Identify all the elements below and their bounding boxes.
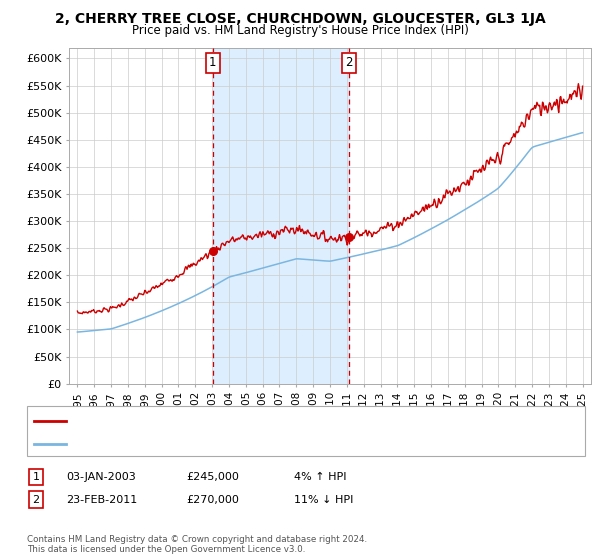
Text: £245,000: £245,000 — [186, 472, 239, 482]
Text: 1: 1 — [209, 56, 217, 69]
Text: 03-JAN-2003: 03-JAN-2003 — [66, 472, 136, 482]
Text: 2: 2 — [32, 494, 40, 505]
Text: 1: 1 — [32, 472, 40, 482]
Text: 4% ↑ HPI: 4% ↑ HPI — [294, 472, 347, 482]
Bar — [213, 48, 349, 384]
Text: 2, CHERRY TREE CLOSE, CHURCHDOWN, GLOUCESTER, GL3 1JA (detached house): 2, CHERRY TREE CLOSE, CHURCHDOWN, GLOUCE… — [72, 416, 497, 426]
Text: Contains HM Land Registry data © Crown copyright and database right 2024.
This d: Contains HM Land Registry data © Crown c… — [27, 535, 367, 554]
Text: 2: 2 — [345, 56, 353, 69]
Text: HPI: Average price, detached house, Tewkesbury: HPI: Average price, detached house, Tewk… — [72, 439, 326, 449]
Text: 23-FEB-2011: 23-FEB-2011 — [66, 494, 137, 505]
Point — [344, 233, 354, 242]
Text: £270,000: £270,000 — [186, 494, 239, 505]
Text: Price paid vs. HM Land Registry's House Price Index (HPI): Price paid vs. HM Land Registry's House … — [131, 24, 469, 36]
Text: 2, CHERRY TREE CLOSE, CHURCHDOWN, GLOUCESTER, GL3 1JA: 2, CHERRY TREE CLOSE, CHURCHDOWN, GLOUCE… — [55, 12, 545, 26]
Text: 11% ↓ HPI: 11% ↓ HPI — [294, 494, 353, 505]
Point — [208, 246, 218, 255]
